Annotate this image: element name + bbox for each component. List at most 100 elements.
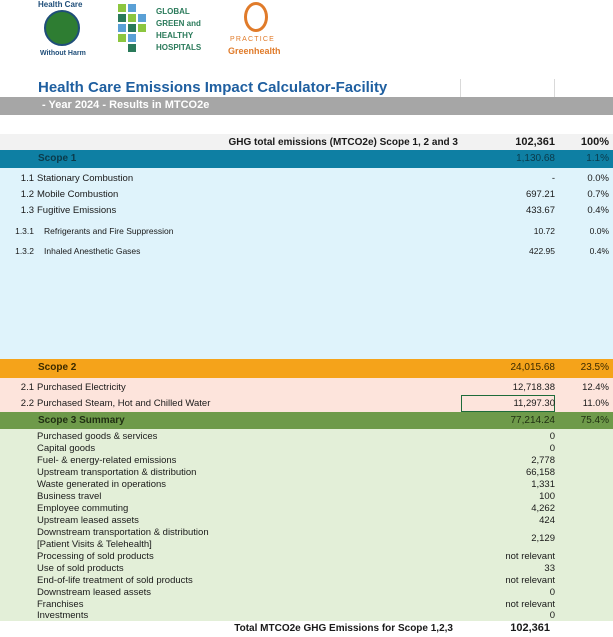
row-value[interactable]: - bbox=[551, 173, 555, 184]
ggh-logo-text: GLOBAL GREEN and HEALTHY HOSPITALS bbox=[156, 6, 201, 54]
row-label: Employee commuting bbox=[37, 503, 129, 514]
row-value[interactable]: 11,297.30 bbox=[513, 398, 555, 409]
list-item: Use of sold products 33 bbox=[0, 562, 613, 574]
row-label: Waste generated in operations bbox=[37, 479, 167, 490]
row-value[interactable]: 2,778 bbox=[531, 455, 555, 466]
total-label: GHG total emissions (MTCO2e) Scope 1, 2 … bbox=[228, 137, 459, 148]
ggh-mark-icon bbox=[118, 4, 150, 56]
row-label: Capital goods bbox=[37, 443, 96, 454]
row-number: 1.3 bbox=[20, 205, 34, 216]
table-row: 1.1 Stationary Combustion - 0.0% bbox=[0, 170, 613, 186]
row-value[interactable]: 1,331 bbox=[531, 479, 555, 490]
row-label: Business travel bbox=[37, 491, 102, 502]
scope2-pct[interactable]: 23.5% bbox=[580, 362, 609, 373]
row-value[interactable]: not relevant bbox=[505, 551, 555, 562]
row-label: Downstream transportation & distribution bbox=[37, 527, 209, 538]
list-item: Purchased goods & services 0 bbox=[0, 430, 613, 442]
row-pct[interactable]: 12.4% bbox=[582, 382, 609, 393]
row-value[interactable]: 10.72 bbox=[533, 226, 555, 236]
row-pct[interactable]: 0.0% bbox=[587, 173, 609, 184]
ggh-logo: GLOBAL GREEN and HEALTHY HOSPITALS bbox=[118, 4, 213, 58]
list-item: Upstream transportation & distribution 6… bbox=[0, 466, 613, 478]
ggh-line-1: GLOBAL bbox=[156, 7, 190, 16]
total-value[interactable]: 102,361 bbox=[515, 136, 555, 148]
row-value[interactable]: 66,158 bbox=[525, 467, 555, 478]
row-value[interactable]: 2,129 bbox=[531, 533, 555, 544]
row-label: Purchased goods & services bbox=[37, 431, 158, 442]
scope2-value[interactable]: 24,015.68 bbox=[510, 362, 556, 373]
hcwh-logo-bottom-text: Without Harm bbox=[40, 50, 86, 57]
row-pct[interactable]: 11.0% bbox=[582, 398, 609, 409]
row-label: Purchased Electricity bbox=[37, 382, 126, 393]
row-number: 1.1 bbox=[20, 173, 34, 184]
row-label: Purchased Steam, Hot and Chilled Water bbox=[37, 398, 211, 409]
row-pct[interactable]: 0.0% bbox=[589, 226, 609, 236]
total-summary-row: GHG total emissions (MTCO2e) Scope 1, 2 … bbox=[0, 134, 613, 150]
scope3-value[interactable]: 77,214.24 bbox=[510, 415, 556, 426]
row-number: 2.1 bbox=[20, 382, 34, 393]
row-number: 1.2 bbox=[20, 189, 34, 200]
list-item: Capital goods 0 bbox=[0, 442, 613, 454]
row-label: Refrigerants and Fire Suppression bbox=[44, 226, 174, 236]
row-label: Downstream leased assets bbox=[37, 587, 152, 598]
subtitle-bar: - Year 2024 - Results in MTCO2e bbox=[0, 97, 613, 115]
row-label: Upstream transportation & distribution bbox=[37, 467, 197, 478]
row-pct[interactable]: 0.7% bbox=[587, 189, 609, 200]
subtitle: - Year 2024 - Results in MTCO2e bbox=[42, 99, 210, 111]
row-number: 2.2 bbox=[20, 398, 34, 409]
row-value[interactable]: 424 bbox=[539, 515, 555, 526]
scope2-header-row: Scope 2 24,015.68 23.5% bbox=[0, 359, 613, 378]
row-label-secondary: [Patient Visits & Telehealth] bbox=[37, 539, 152, 550]
list-item: Investments 0 bbox=[0, 610, 613, 621]
scope1-label: Scope 1 bbox=[38, 153, 77, 164]
row-value[interactable]: 0 bbox=[549, 443, 555, 454]
row-label: Processing of sold products bbox=[37, 551, 154, 562]
grand-total-value[interactable]: 102,361 bbox=[510, 622, 550, 634]
table-row: 1.3.1 Refrigerants and Fire Suppression … bbox=[0, 223, 613, 239]
table-row: 1.2 Mobile Combustion 697.21 0.7% bbox=[0, 186, 613, 202]
row-value[interactable]: not relevant bbox=[505, 599, 555, 610]
globe-icon bbox=[44, 10, 80, 46]
row-value[interactable]: 100 bbox=[539, 491, 555, 502]
table-row: 1.3 Fugitive Emissions 433.67 0.4% bbox=[0, 202, 613, 218]
scope2-label: Scope 2 bbox=[38, 362, 77, 373]
row-value[interactable]: 0 bbox=[549, 587, 555, 598]
ggh-line-2: GREEN and bbox=[156, 19, 201, 28]
row-value[interactable]: 0 bbox=[549, 610, 555, 621]
row-value[interactable]: not relevant bbox=[505, 575, 555, 586]
row-value[interactable]: 422.95 bbox=[529, 246, 555, 256]
row-value[interactable]: 0 bbox=[549, 431, 555, 442]
scope1-value[interactable]: 1,130.68 bbox=[516, 153, 555, 164]
table-row: 1.3.2 Inhaled Anesthetic Gases 422.95 0.… bbox=[0, 243, 613, 259]
grand-total-label: Total MTCO2e GHG Emissions for Scope 1,2… bbox=[234, 623, 453, 634]
scope1-header-row: Scope 1 1,130.68 1.1% bbox=[0, 150, 613, 168]
total-pct[interactable]: 100% bbox=[580, 136, 609, 148]
scope1-pct[interactable]: 1.1% bbox=[586, 153, 609, 164]
row-value[interactable]: 4,262 bbox=[531, 503, 555, 514]
hcwh-logo-top-text: Health Care bbox=[38, 0, 83, 9]
scope3-pct[interactable]: 75.4% bbox=[580, 415, 609, 426]
row-label: End-of-life treatment of sold products bbox=[37, 575, 193, 586]
list-item: Business travel 100 bbox=[0, 490, 613, 502]
row-value[interactable]: 12,718.38 bbox=[512, 382, 555, 393]
row-label: Use of sold products bbox=[37, 563, 124, 574]
list-item: Franchises not relevant bbox=[0, 598, 613, 610]
row-value[interactable]: 33 bbox=[544, 563, 555, 574]
list-item: End-of-life treatment of sold products n… bbox=[0, 574, 613, 586]
list-item: Downstream leased assets 0 bbox=[0, 586, 613, 598]
row-value[interactable]: 697.21 bbox=[525, 189, 555, 200]
row-number: 1.3.2 bbox=[15, 246, 34, 256]
list-item: Upstream leased assets 424 bbox=[0, 514, 613, 526]
selected-cell[interactable] bbox=[461, 395, 555, 412]
row-pct[interactable]: 0.4% bbox=[587, 205, 609, 216]
row-label: Fugitive Emissions bbox=[37, 205, 117, 216]
scope1-section bbox=[0, 150, 613, 359]
row-pct[interactable]: 0.4% bbox=[589, 246, 609, 256]
list-item: Fuel- & energy-related emissions 2,778 bbox=[0, 454, 613, 466]
pgh-line-2: Greenhealth bbox=[228, 46, 281, 56]
scope3-header-row: Scope 3 Summary 77,214.24 75.4% bbox=[0, 412, 613, 429]
row-label: Franchises bbox=[37, 599, 84, 610]
row-value[interactable]: 433.67 bbox=[525, 205, 555, 216]
hcwh-logo: Health Care Without Harm bbox=[38, 0, 98, 60]
row-label: Stationary Combustion bbox=[37, 173, 134, 184]
